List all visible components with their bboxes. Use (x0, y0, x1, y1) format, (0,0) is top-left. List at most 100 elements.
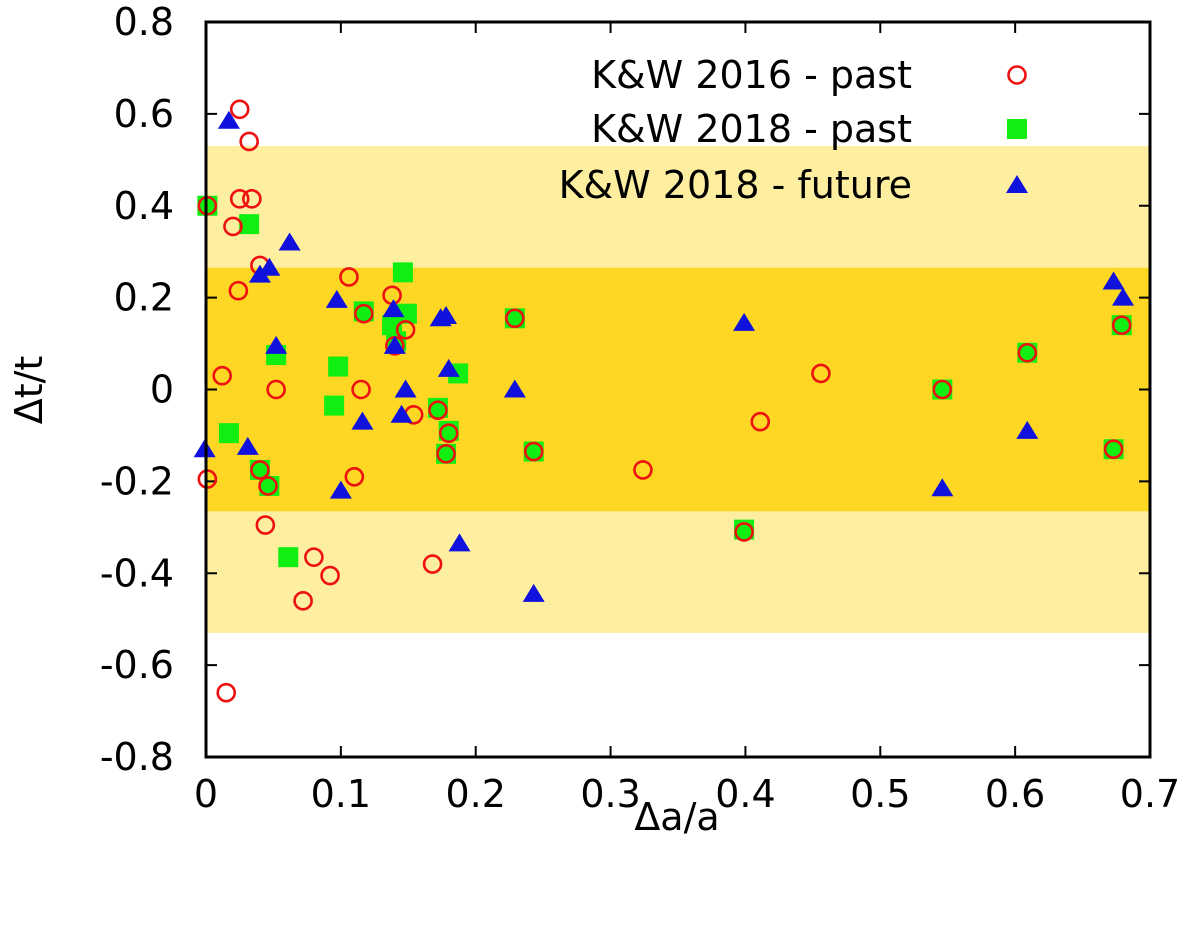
x-tick-label: 0.7 (1120, 772, 1180, 816)
data-point (249, 459, 270, 480)
legend-marker (1007, 119, 1027, 139)
data-point (382, 299, 405, 318)
data-point (390, 404, 413, 423)
y-tick-label: -0.4 (100, 551, 174, 595)
data-point (351, 411, 374, 430)
data-point (1017, 342, 1038, 363)
data-point (1112, 287, 1135, 306)
data-point (242, 189, 262, 209)
data-point (320, 565, 340, 586)
legend-marker (1007, 65, 1027, 85)
shaded-band-2 (206, 267, 1150, 512)
data-point (1111, 315, 1132, 336)
data-point (353, 303, 374, 324)
data-point (394, 379, 417, 398)
data-point (422, 554, 443, 574)
data-point (503, 379, 526, 398)
data-point (438, 423, 459, 443)
data-point (217, 110, 240, 129)
data-point (733, 312, 756, 331)
data-point (218, 423, 239, 444)
x-axis-label: Δa/a (634, 795, 719, 839)
data-point (1102, 271, 1125, 290)
y-tick-label: -0.2 (100, 459, 174, 503)
x-tick-label: 0.5 (850, 772, 910, 816)
data-point (931, 478, 954, 497)
data-point (216, 682, 237, 703)
data-point (505, 308, 525, 329)
data-point (395, 319, 416, 340)
data-point (448, 533, 471, 552)
data-point (266, 379, 286, 400)
data-point (932, 379, 953, 400)
legend-marker (1006, 175, 1028, 193)
data-point (633, 460, 653, 480)
data-point (229, 189, 250, 209)
data-point (383, 335, 406, 354)
x-tick-label: 0.4 (715, 772, 775, 816)
data-point (437, 358, 460, 377)
data-point (1017, 342, 1038, 363)
x-tick-label: 0.2 (445, 772, 505, 816)
legend-label: K&W 2018 - past (591, 107, 912, 151)
data-point (522, 583, 545, 602)
series-2 (197, 195, 1132, 568)
data-point (339, 267, 359, 287)
x-tick-label: 0.3 (580, 772, 640, 816)
data-points (193, 99, 1135, 703)
data-point (396, 303, 417, 324)
data-point (236, 436, 259, 455)
data-point (229, 99, 250, 120)
data-point (255, 515, 276, 535)
series-3 (193, 110, 1135, 602)
data-point (1016, 420, 1039, 439)
data-point (250, 460, 270, 480)
y-tick-labels: -0.8 -0.6 -0.4 -0.2 0 0.2 0.4 0.6 0.8 (100, 0, 174, 779)
y-tick-label: 0.6 (114, 92, 174, 136)
data-point (329, 480, 352, 499)
data-point (258, 257, 281, 276)
data-point (258, 476, 278, 496)
data-point (278, 547, 299, 568)
data-point (811, 363, 831, 384)
x-tick-label: 0 (194, 772, 218, 816)
x-tick-labels: 0 0.1 0.2 0.3 0.4 0.5 0.6 0.7 (194, 772, 1180, 816)
x-tick-label: 0.1 (311, 772, 371, 816)
y-axis-label: Δt/t (7, 356, 51, 425)
data-point (239, 214, 260, 235)
y-tick-label: 0.4 (114, 184, 174, 228)
data-point (734, 522, 754, 542)
series-1 (197, 99, 1132, 703)
legend: K&W 2016 - past K&W 2018 - past K&W 2018 -… (559, 53, 1028, 207)
data-point (435, 306, 458, 324)
data-point (523, 441, 544, 462)
data-point (325, 289, 348, 308)
data-point (324, 395, 345, 416)
data-point (504, 308, 525, 329)
data-point (278, 232, 301, 251)
y-tick-label: 0.8 (114, 0, 174, 44)
data-point (392, 262, 413, 283)
data-point (212, 365, 232, 386)
data-point (436, 443, 457, 464)
data-point (1111, 315, 1132, 335)
data-point (265, 335, 288, 354)
shaded-bands (206, 146, 1150, 633)
data-point (428, 400, 448, 420)
data-point (304, 547, 324, 567)
legend-label: K&W 2016 - past (591, 53, 912, 97)
y-tick-label: -0.8 (100, 735, 174, 779)
data-point (1103, 439, 1124, 460)
legend-label: K&W 2018 - future (559, 163, 912, 207)
y-tick-label: 0 (150, 368, 174, 412)
data-point (523, 441, 544, 462)
y-tick-label: -0.6 (100, 643, 174, 687)
data-point (351, 379, 371, 400)
data-point (228, 280, 249, 301)
data-point (1103, 439, 1124, 460)
data-point (344, 466, 365, 487)
data-point (293, 591, 313, 611)
x-tick-label: 0.6 (985, 772, 1045, 816)
data-point (239, 131, 259, 152)
